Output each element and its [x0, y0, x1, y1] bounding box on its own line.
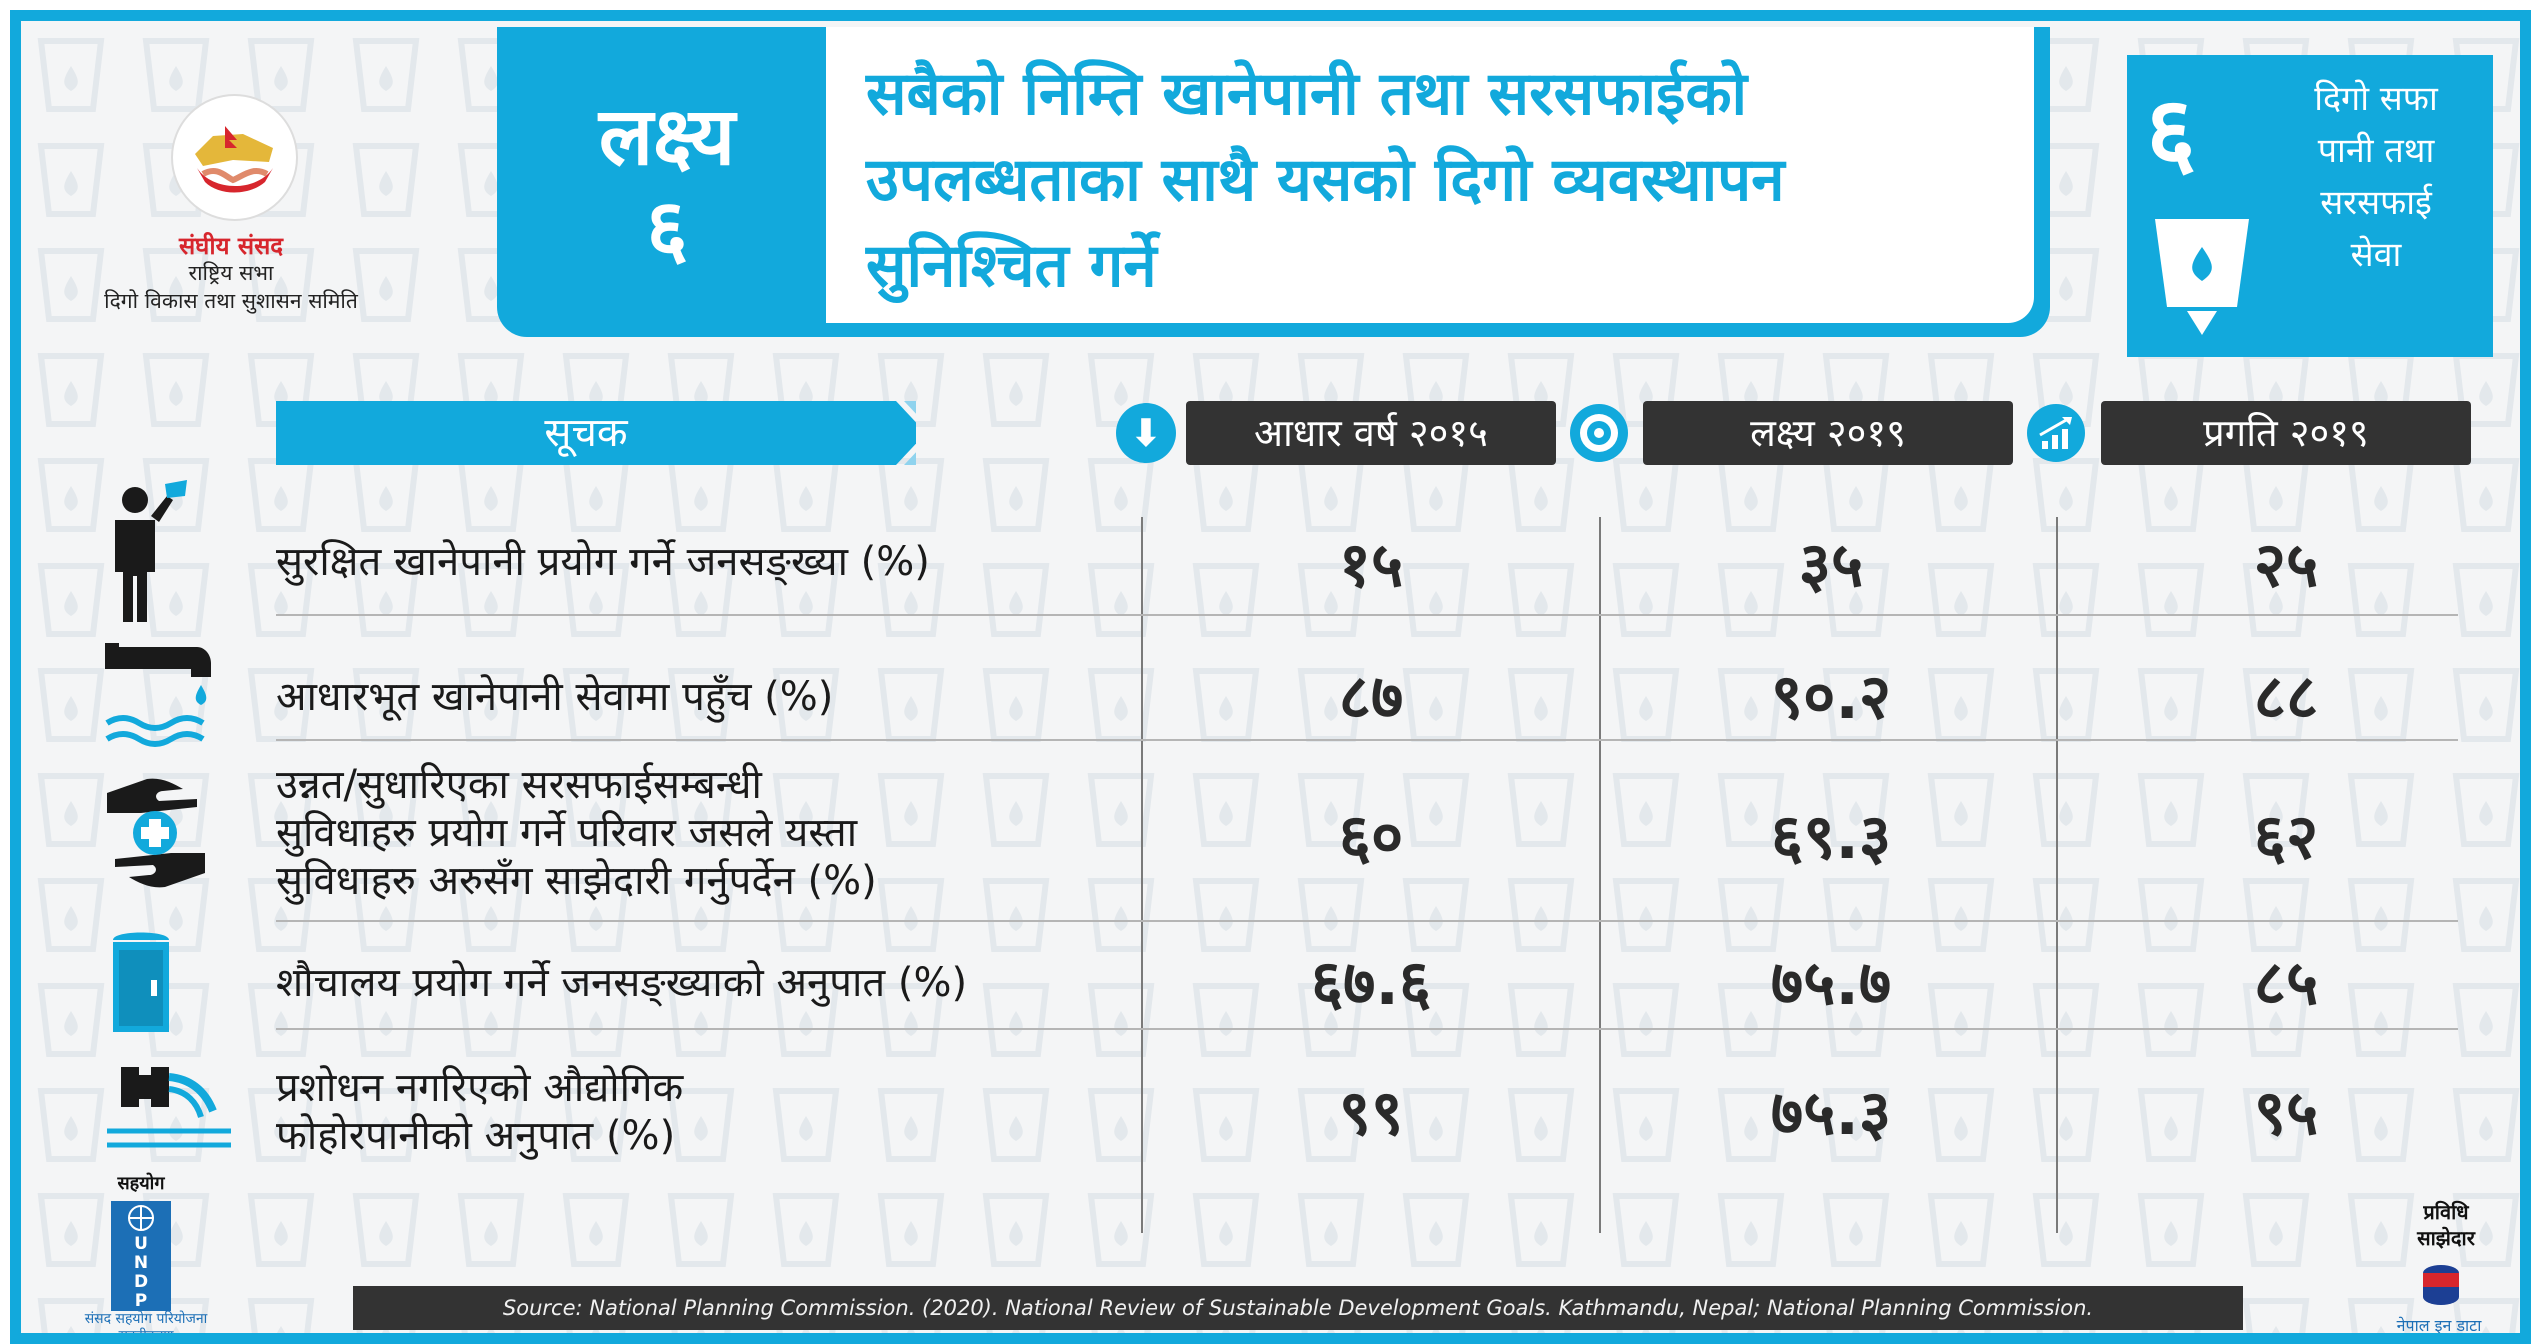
- row-divider: [276, 920, 2458, 922]
- toilet-cabin-icon: [113, 932, 169, 1032]
- parliament-logo: [171, 94, 298, 221]
- goal-title: सबैको निम्ति खानेपानी तथा सरसफाईको उपलब्…: [866, 51, 2026, 309]
- baseline-value: १५: [1338, 528, 1404, 601]
- org-house: राष्ट्रिय सभा: [188, 261, 274, 285]
- target-icon: [1570, 404, 1628, 462]
- undp-letter: N: [133, 1253, 149, 1273]
- indicator-line: शौचालय प्रयोग गर्ने जनसङ्ख्याको अनुपात (…: [276, 960, 968, 1006]
- baseline-header: आधार वर्ष २०१५: [1186, 401, 1556, 465]
- progress-value: २५: [2253, 528, 2319, 601]
- progress-header: प्रगति २०१९: [2101, 401, 2471, 465]
- down-arrow-icon: ⬇: [1116, 403, 1176, 463]
- sdg-label-line: सरसफाई: [2320, 183, 2432, 223]
- goal-title-panel: [826, 27, 2034, 323]
- indicator-header-bar: [276, 401, 916, 465]
- goal-label-number: ६: [646, 182, 688, 275]
- water-glass-icon: [2155, 219, 2249, 335]
- target-value: ३५: [1798, 528, 1864, 601]
- row-divider: [276, 1028, 2458, 1030]
- goal-title-line: उपलब्धताका साथै यसको दिगो व्यवस्थापन: [866, 145, 1785, 215]
- sdg-number: ६: [2146, 76, 2196, 188]
- goal-label-word: लक्ष्य: [598, 90, 736, 183]
- wastewater-pipe-icon: [107, 1067, 231, 1148]
- hands-hygiene-icon: [107, 778, 205, 888]
- baseline-value: ८७: [1338, 660, 1404, 733]
- column-divider: [1141, 517, 1143, 1233]
- undp-logo: U N D P: [111, 1201, 171, 1311]
- undp-caption-line: संसद सहयोग परियोजना: [84, 1311, 208, 1327]
- indicator-line: सुविधाहरु प्रयोग गर्ने परिवार जसले यस्ता: [276, 810, 858, 856]
- person-drinking-icon: [115, 480, 187, 622]
- infographic-frame: संघीय संसद राष्ट्रिय सभा दिगो विकास तथा …: [10, 10, 2531, 1344]
- undp-letter: U: [134, 1234, 148, 1254]
- undp-caption: संसद सहयोग परियोजना सुदृढीकरण: [61, 1311, 231, 1344]
- undp-letter: D: [133, 1272, 149, 1292]
- target-value: ९०.२: [1770, 660, 1892, 733]
- water-tap-icon: [105, 643, 211, 747]
- sdg-label-line: सेवा: [2350, 235, 2402, 275]
- goal-title-line: सुनिश्चित गर्ने: [866, 231, 1157, 301]
- column-divider: [2056, 517, 2058, 1233]
- source-citation: Source: National Planning Commission. (2…: [502, 1296, 2094, 1320]
- indicator-line: प्रशोधन नगरिएको औद्योगिक: [276, 1065, 684, 1111]
- row-divider: [276, 739, 2458, 741]
- sdg-label: दिगो सफा पानी तथा सरसफाई सेवा: [2271, 73, 2481, 281]
- progress-value: ८५: [2253, 946, 2319, 1019]
- tech-partner-line: प्रविधि: [2423, 1200, 2469, 1224]
- undp-caption-line: सुदृढीकरण: [118, 1328, 174, 1344]
- tech-partner-name: नेपाल इन डाटा: [2396, 1316, 2482, 1335]
- indicator-text: प्रशोधन नगरिएको औद्योगिक फोहोरपानीको अनु…: [276, 1064, 1176, 1160]
- tech-partner-label: प्रविधि साझेदार: [2381, 1199, 2511, 1251]
- support-label: सहयोग: [117, 1173, 165, 1194]
- org-committee: दिगो विकास तथा सुशासन समिति: [104, 289, 358, 313]
- progress-value: ८८: [2253, 660, 2319, 733]
- indicator-text: शौचालय प्रयोग गर्ने जनसङ्ख्याको अनुपात (…: [276, 959, 1176, 1007]
- trend-up-icon: [2027, 404, 2085, 462]
- goal-title-line: सबैको निम्ति खानेपानी तथा सरसफाईको: [866, 59, 1748, 129]
- indicator-line: उन्नत/सुधारिएका सरसफाईसम्बन्धी: [276, 762, 762, 808]
- row-divider: [276, 614, 2458, 616]
- globe-icon: [128, 1205, 154, 1231]
- baseline-value: ९९: [1338, 1076, 1404, 1149]
- undp-letter: P: [134, 1291, 148, 1311]
- indicator-line: आधारभूत खानेपानी सेवामा पहुँच (%): [276, 674, 834, 720]
- nepal-map-hands-icon: [195, 126, 273, 193]
- nepal-in-data-logo: [2423, 1265, 2459, 1305]
- target-value: ६९.३: [1770, 800, 1892, 873]
- sdg-label-line: दिगो सफा: [2314, 79, 2438, 119]
- indicator-line: फोहोरपानीको अनुपात (%): [276, 1113, 676, 1159]
- target-value: ७५.७: [1770, 946, 1892, 1019]
- goal-label: लक्ष्य ६: [497, 91, 837, 275]
- target-header: लक्ष्य २०१९: [1643, 401, 2013, 465]
- indicator-line: सुविधाहरु अरुसँग साझेदारी गर्नुपर्देन (%…: [276, 858, 877, 904]
- target-value: ७५.३: [1770, 1076, 1892, 1149]
- baseline-value: ६७.६: [1310, 946, 1432, 1019]
- progress-value: ९५: [2253, 1076, 2319, 1149]
- org-name: संघीय संसद: [178, 232, 284, 260]
- indicator-text: उन्नत/सुधारिएका सरसफाईसम्बन्धी सुविधाहरु…: [276, 761, 1176, 905]
- tech-partner-line: साझेदार: [2417, 1226, 2475, 1250]
- baseline-value: ६०: [1338, 800, 1404, 873]
- column-divider: [1599, 517, 1601, 1233]
- sdg-label-line: पानी तथा: [2317, 131, 2435, 171]
- indicator-line: सुरक्षित खानेपानी प्रयोग गर्ने जनसङ्ख्या…: [276, 539, 930, 585]
- indicator-header: सूचक: [544, 410, 628, 456]
- progress-value: ६२: [2253, 800, 2319, 873]
- indicator-text: सुरक्षित खानेपानी प्रयोग गर्ने जनसङ्ख्या…: [276, 538, 1176, 586]
- indicator-text: आधारभूत खानेपानी सेवामा पहुँच (%): [276, 673, 1176, 721]
- source-bar: [353, 1286, 2243, 1330]
